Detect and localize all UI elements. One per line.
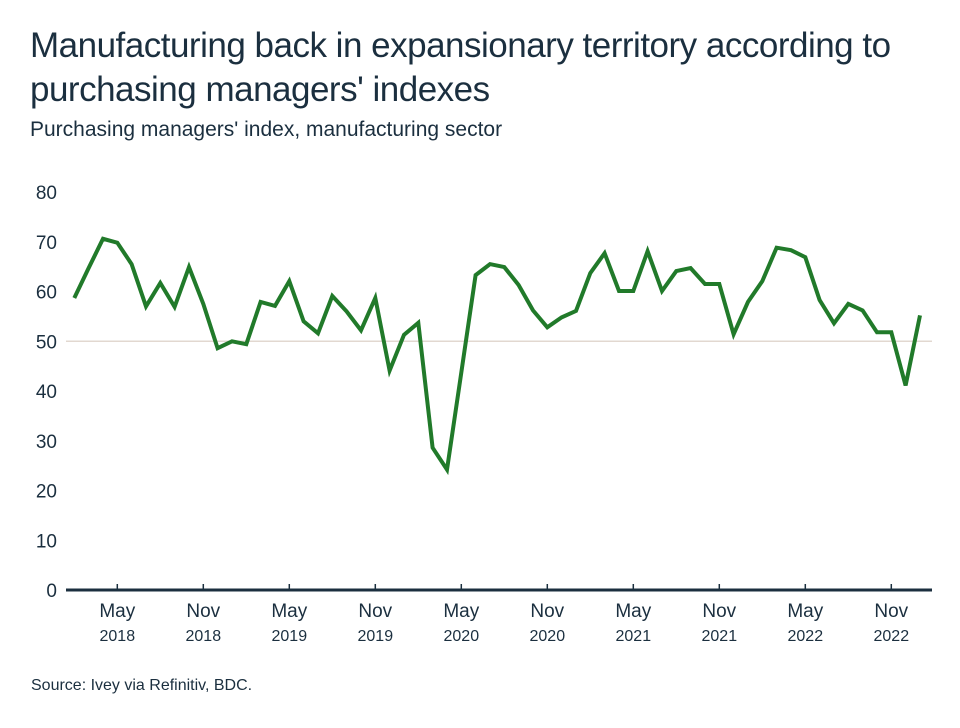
x-tick-month-label: Nov bbox=[874, 601, 908, 622]
y-tick-label: 0 bbox=[46, 581, 57, 602]
x-axis-ticks: May 2018 Nov 2018 May 2019 Nov 2019 May 2020 Nov 20… bbox=[99, 584, 909, 645]
y-tick-label: 30 bbox=[36, 432, 57, 453]
y-tick-label: 80 bbox=[36, 183, 57, 204]
y-tick-label: 20 bbox=[36, 482, 57, 503]
y-axis-ticks: 0 10 20 30 40 50 60 70 80 bbox=[36, 183, 57, 602]
y-tick-label: 60 bbox=[36, 283, 57, 304]
x-tick-year-label: 2020 bbox=[444, 628, 480, 645]
x-tick-month-label: May bbox=[271, 601, 307, 622]
chart-title: Manufacturing back in expansionary terri… bbox=[30, 26, 891, 109]
source-note: Source: Ivey via Refinitiv, BDC. bbox=[31, 677, 253, 694]
chart-subtitle: Purchasing managers' index, manufacturin… bbox=[30, 118, 503, 141]
x-tick-month-label: Nov bbox=[702, 601, 736, 622]
x-tick-month-label: Nov bbox=[358, 601, 392, 622]
x-tick-year-label: 2018 bbox=[186, 628, 222, 645]
x-tick-year-label: 2020 bbox=[530, 628, 566, 645]
x-tick-month-label: Nov bbox=[186, 601, 220, 622]
x-tick-year-label: 2018 bbox=[100, 628, 136, 645]
x-tick-year-label: 2019 bbox=[358, 628, 394, 645]
x-tick-month-label: May bbox=[99, 601, 135, 622]
x-tick-year-label: 2022 bbox=[874, 628, 910, 645]
y-tick-label: 50 bbox=[36, 332, 57, 353]
y-tick-label: 70 bbox=[36, 233, 57, 254]
x-tick-month-label: May bbox=[787, 601, 823, 622]
y-tick-label: 10 bbox=[36, 531, 57, 552]
x-tick-year-label: 2021 bbox=[702, 628, 738, 645]
x-tick-year-label: 2022 bbox=[788, 628, 824, 645]
x-tick-month-label: Nov bbox=[530, 601, 564, 622]
series-line-pmi bbox=[72, 236, 922, 476]
series-points bbox=[74, 239, 920, 470]
y-tick-label: 40 bbox=[36, 382, 57, 403]
x-tick-month-label: May bbox=[615, 601, 651, 622]
x-tick-year-label: 2021 bbox=[616, 628, 652, 645]
x-tick-month-label: May bbox=[443, 601, 479, 622]
x-tick-year-label: 2019 bbox=[272, 628, 308, 645]
